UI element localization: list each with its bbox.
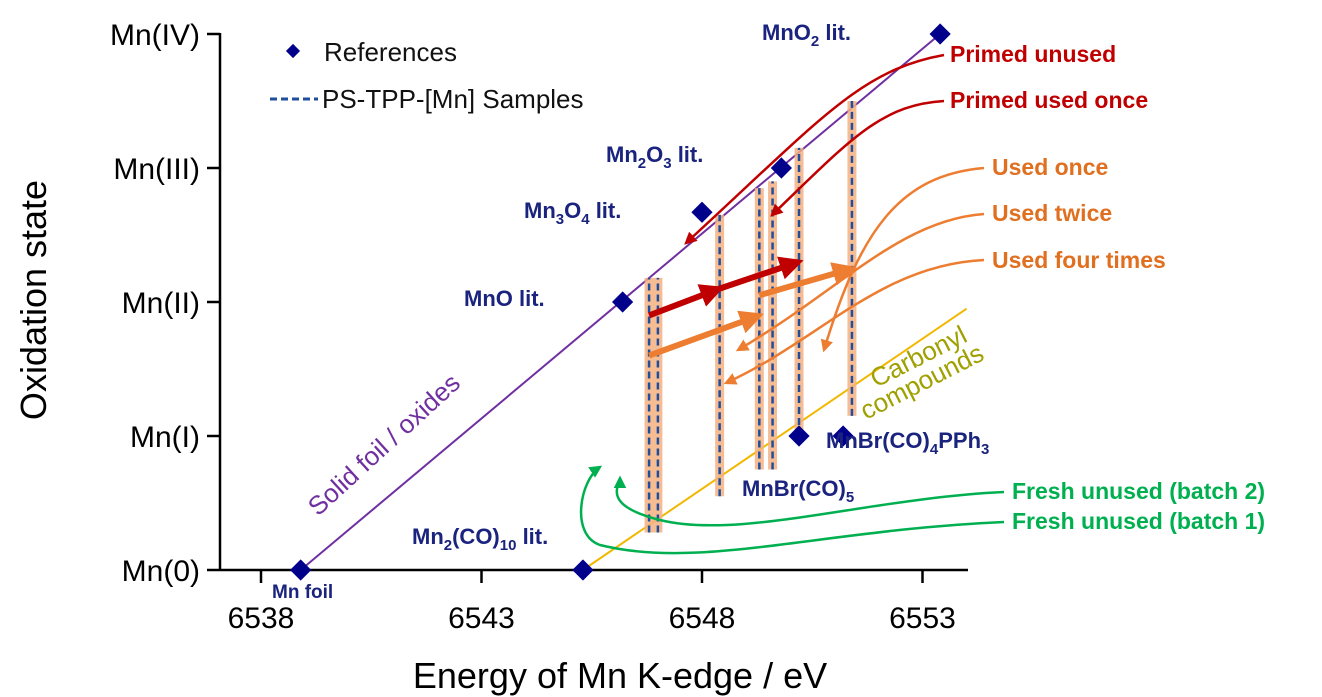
arrow-fresh-batch2 (613, 475, 1005, 527)
reference-marker (929, 23, 951, 45)
reference-marker (612, 291, 634, 313)
sample-bands (644, 101, 857, 533)
arrow-primed-used-once (770, 99, 945, 217)
x-axis-title: Energy of Mn K-edge / eV (413, 655, 827, 696)
legend-marker (285, 43, 301, 59)
label-mn3o4-c: O (564, 198, 581, 223)
annotation-labels: Primed unused Primed used once Used once Us… (950, 41, 1265, 534)
reference-marker (572, 559, 594, 581)
arrow-used-once (820, 166, 985, 353)
label-mn2o3-d: 3 (663, 155, 671, 172)
progress-arrow (718, 256, 804, 292)
x-tick-label: 6543 (448, 602, 515, 635)
annotation-label: Fresh unused (batch 1) (1012, 508, 1265, 534)
label-mnbrco4-a: MnBr(CO) (826, 428, 930, 453)
label-mn2o3-e: lit. (672, 142, 704, 167)
label-mno2-c: lit. (819, 20, 851, 45)
trend-lines (300, 33, 968, 571)
arrow-used-twice (735, 212, 985, 352)
label-mn3o4: Mn3O4 lit. (524, 198, 621, 228)
annotation-label: Used four times (992, 247, 1166, 273)
label-mnbrco5: MnBr(CO)5 (742, 476, 854, 506)
x-tick-label: 6553 (889, 602, 956, 635)
y-tick-label: Mn(IV) (110, 19, 200, 52)
label-mn3o4-b: 3 (556, 211, 564, 228)
y-tick-label: Mn(II) (122, 287, 200, 320)
arrow-fresh-batch1 (579, 465, 1005, 555)
reference-marker (832, 425, 854, 447)
y-axis-title: Oxidation state (13, 180, 54, 420)
reference-marker (691, 201, 713, 223)
oxides-line-label: Solid foil / oxides (302, 367, 466, 521)
label-mn2o3-b: 2 (638, 155, 646, 172)
legend-references-label: References (324, 37, 457, 67)
label-mnbrco5-b: 5 (846, 489, 854, 506)
progress-arrow (648, 310, 764, 359)
label-mn3o4-a: Mn (524, 198, 556, 223)
label-mnbrco5-a: MnBr(CO) (742, 476, 846, 501)
label-mn2o3-c: O (646, 142, 663, 167)
reference-markers (290, 23, 951, 581)
reference-labels: Mn foil MnO lit. Mn3O4 lit. Mn2O3 lit. M… (272, 20, 989, 603)
arrow-primed-unused (684, 53, 945, 245)
annotation-label: Primed unused (950, 41, 1116, 67)
label-mn2o3-a: Mn (606, 142, 638, 167)
x-ticks: 6538 6543 6548 6553 (228, 570, 956, 635)
arrow-used-four-times (723, 258, 985, 385)
label-mn2co10-d: 10 (500, 537, 517, 554)
reference-marker (770, 157, 792, 179)
annotation-label: Used once (992, 154, 1108, 180)
x-tick-label: 6538 (228, 602, 295, 635)
label-mnbrco4-c: PPh (938, 428, 981, 453)
annotation-arrows (579, 53, 1005, 555)
progress-arrow (648, 284, 725, 319)
y-tick-label: Mn(III) (113, 153, 200, 186)
label-mno2-b: 2 (811, 33, 819, 50)
label-mn-foil: Mn foil (272, 582, 333, 603)
label-mn2co10: Mn2(CO)10 lit. (412, 524, 548, 554)
legend: References PS-TPP-[Mn] Samples (270, 37, 584, 114)
label-mn2o3: Mn2O3 lit. (606, 142, 703, 172)
label-mn2co10-a: Mn (412, 524, 444, 549)
reference-marker (788, 425, 810, 447)
label-mn3o4-d: 4 (581, 211, 590, 228)
annotation-label: Used twice (992, 200, 1112, 226)
label-mno2-a: MnO (762, 20, 811, 45)
annotation-label: Primed used once (950, 87, 1148, 113)
progress-arrows (648, 256, 857, 359)
label-mn2co10-c: (CO) (452, 524, 500, 549)
annotation-label: Fresh unused (batch 2) (1012, 478, 1265, 504)
reference-marker (290, 559, 312, 581)
legend-samples-label: PS-TPP-[Mn] Samples (322, 84, 584, 114)
label-mno: MnO lit. (464, 286, 545, 311)
label-mn2co10-b: 2 (444, 537, 452, 554)
label-mn3o4-e: lit. (590, 198, 622, 223)
label-mn2co10-e: lit. (516, 524, 548, 549)
y-tick-label: Mn(0) (122, 555, 200, 588)
label-mno2: MnO2 lit. (762, 20, 851, 50)
label-mnbrco4-b: 4 (930, 441, 939, 458)
progress-arrow (758, 262, 857, 299)
label-mnbrco4-d: 3 (981, 441, 989, 458)
y-ticks: Mn(0) Mn(I) Mn(II) Mn(III) Mn(IV) (110, 19, 220, 588)
y-tick-label: Mn(I) (130, 421, 200, 454)
x-tick-label: 6548 (669, 602, 736, 635)
label-mnbrco4pph3: MnBr(CO)4PPh3 (826, 428, 989, 458)
